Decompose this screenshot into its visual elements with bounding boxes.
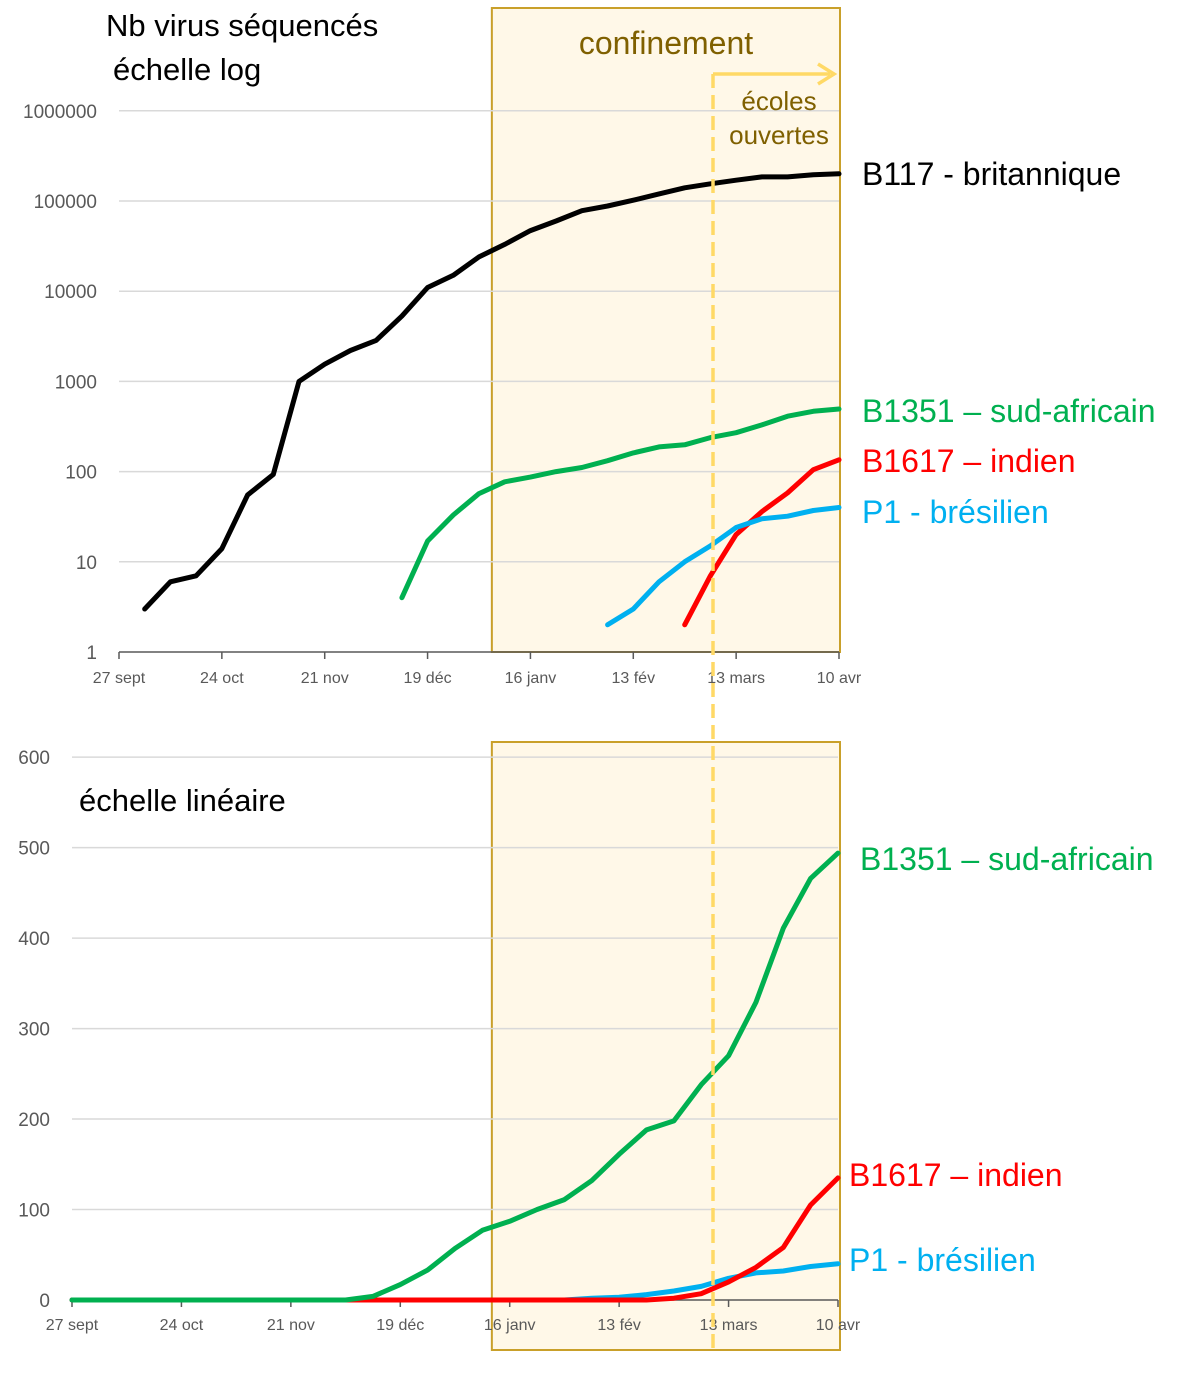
- chart-subtitle-log: échelle log: [113, 52, 261, 87]
- schools-label-2: ouvertes: [729, 120, 829, 150]
- series-label-b1351-log: B1351 – sud-africain: [862, 393, 1156, 429]
- schools-label-1: écoles: [741, 86, 816, 116]
- series-label-b1351-linear: B1351 – sud-africain: [860, 841, 1154, 877]
- lockdown-region-bottom: [490, 741, 841, 1351]
- chart-subtitle-linear: échelle linéaire: [79, 783, 286, 818]
- y-tick-label-log: 1: [86, 643, 97, 664]
- y-tick-label-linear: 500: [18, 839, 50, 860]
- series-label-b1617-linear: B1617 – indien: [849, 1157, 1063, 1193]
- chart-title: Nb virus séquencés: [106, 8, 378, 43]
- x-tick-label-log: 27 sept: [93, 670, 146, 687]
- series-line-log: [142, 171, 842, 612]
- schools-open-marker: [711, 62, 838, 1352]
- y-tick-label-log: 1000: [55, 372, 97, 393]
- x-tick-label-log: 24 oct: [200, 670, 244, 687]
- y-tick-label-log: 1000000: [23, 102, 97, 123]
- x-tick-label-log: 13 mars: [707, 670, 765, 687]
- x-tick-label-log: 16 janv: [505, 670, 557, 687]
- series-line-log: [605, 505, 842, 628]
- gridlines-bottom: [72, 756, 838, 1211]
- series-line-log: [399, 406, 842, 601]
- y-tick-label-linear: 100: [18, 1201, 50, 1222]
- series-label-p1-log: P1 - brésilien: [862, 494, 1049, 530]
- series-lines-log: [142, 171, 842, 628]
- x-tick-label-log: 19 déc: [404, 670, 452, 687]
- x-tick-label-log: 13 fév: [611, 670, 655, 687]
- axes: 1 10 100 1000 10000 100000 1000000 0 100 200 300 40…: [18, 102, 862, 1334]
- x-tick-label-log: 10 avr: [817, 670, 862, 687]
- x-tick-label-linear: 19 déc: [376, 1317, 424, 1334]
- y-tick-label-log: 10000: [44, 282, 97, 303]
- x-tick-label-linear: 10 avr: [816, 1317, 861, 1334]
- y-tick-label-linear: 300: [18, 1020, 50, 1041]
- series-lines-linear: [69, 850, 841, 1303]
- y-tick-label-linear: 600: [18, 748, 50, 769]
- series-label-b1617-log: B1617 – indien: [862, 443, 1076, 479]
- series-label-b117: B117 - britannique: [862, 156, 1121, 192]
- y-tick-label-linear: 0: [39, 1291, 50, 1312]
- x-tick-label-linear: 21 nov: [267, 1317, 315, 1334]
- x-tick-label-linear: 16 janv: [484, 1317, 536, 1334]
- y-tick-label-log: 100: [65, 463, 97, 484]
- series-label-p1-linear: P1 - brésilien: [849, 1242, 1036, 1278]
- x-tick-label-linear: 13 fév: [597, 1317, 641, 1334]
- x-tick-label-linear: 27 sept: [46, 1317, 99, 1334]
- series-line-log: [682, 457, 842, 628]
- y-tick-label-linear: 200: [18, 1110, 50, 1131]
- lockdown-label: confinement: [579, 25, 753, 61]
- x-tick-label-linear: 13 mars: [700, 1317, 758, 1334]
- x-tick-label-log: 21 nov: [301, 670, 349, 687]
- y-tick-label-log: 10: [76, 553, 97, 574]
- arrow-head-icon: [817, 62, 838, 86]
- x-tick-label-linear: 24 oct: [160, 1317, 204, 1334]
- series-line-linear: [69, 850, 841, 1303]
- y-tick-label-log: 100000: [34, 192, 97, 213]
- y-tick-label-linear: 400: [18, 929, 50, 950]
- lockdown-region-top: [490, 7, 841, 653]
